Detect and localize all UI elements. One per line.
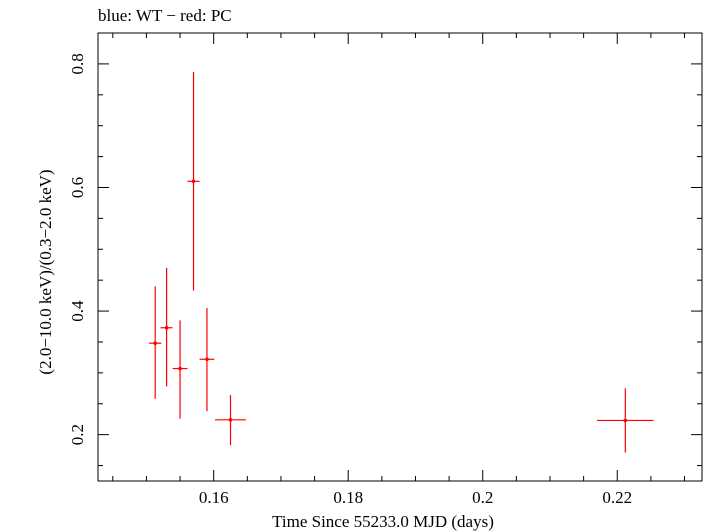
data-point-pc: [172, 320, 188, 419]
y-tick-label: 0.2: [68, 424, 87, 445]
x-tick-label: 0.18: [333, 488, 363, 507]
plot-frame: [97, 32, 703, 482]
point-marker: [178, 366, 182, 371]
y-tick-labels: 0.2 0.4 0.6 0.8: [68, 53, 87, 445]
data-point-pc: [597, 388, 654, 453]
point-marker: [228, 418, 233, 422]
point-marker: [191, 179, 196, 184]
x-tick-labels: 0.16 0.18 0.2 0.22: [199, 488, 632, 507]
x-axis-label: Time Since 55233.0 MJD (days): [272, 512, 494, 531]
axis-ticks: [98, 32, 702, 481]
data-point-pc: [160, 267, 173, 387]
y-axis-label: (2.0−10.0 keV)/(0.3−2.0 keV): [36, 169, 55, 374]
y-tick-label: 0.6: [68, 177, 87, 198]
x-tick-label: 0.22: [602, 488, 632, 507]
point-marker: [623, 418, 628, 423]
x-tick-label: 0.2: [472, 488, 493, 507]
data-point-pc: [187, 71, 200, 291]
data-points: [149, 71, 654, 453]
point-marker: [164, 325, 169, 330]
data-point-pc: [199, 307, 215, 412]
data-point-pc: [149, 286, 162, 399]
y-tick-label: 0.4: [68, 300, 87, 322]
x-tick-label: 0.16: [199, 488, 229, 507]
data-point-pc: [215, 395, 246, 446]
y-tick-label: 0.8: [68, 53, 87, 74]
chart-title: blue: WT − red: PC: [98, 6, 232, 25]
point-marker: [153, 341, 157, 346]
point-marker: [205, 357, 209, 362]
